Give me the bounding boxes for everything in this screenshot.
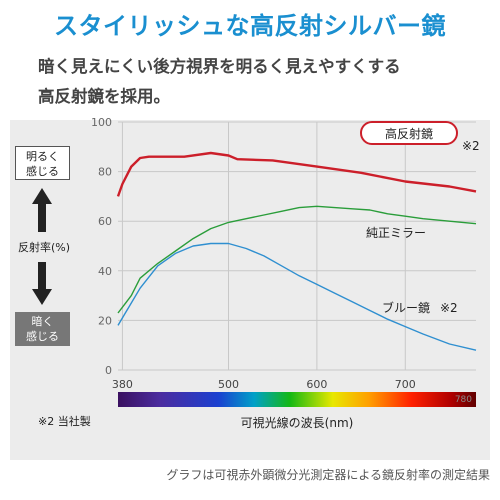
dark-label-line2: 感じる [26,330,59,343]
spectrum-bar [118,392,476,407]
y-tick-label-0: 0 [105,364,112,377]
dark-label-box: 暗く 感じる [15,312,70,346]
series-line-high-reflect [116,151,477,197]
arrow-down-icon [32,262,52,305]
bright-label-box: 明るく 感じる [15,146,70,180]
y-tick-label-20: 20 [98,314,112,327]
x-tick-label-500: 500 [218,378,239,391]
description-line-1: 暗く見えにくい後方視界を明るく見えやすくする [38,57,401,76]
x-axis-label: 可視光線の波長(nm) [241,415,354,430]
description-line-2: 高反射鏡を採用。 [38,87,170,106]
bright-label-line1: 明るく [26,150,59,163]
legend-high-reflect: 高反射鏡 [360,121,458,145]
y-tick-label-80: 80 [98,166,112,179]
series-note-high-reflect: ※2 [462,139,480,153]
series-line-genuine-mirror [117,205,477,314]
footer-note: グラフは可視赤外顕微分光測定器による鏡反射率の測定結果 [166,468,490,482]
arrow-up-icon [32,188,52,232]
series-line-blue-mirror [117,242,477,351]
page-title: スタイリッシュな高反射シルバー鏡 [54,12,446,40]
series-note-blue-mirror: ※2 [440,301,458,315]
company-note: ※2 当社製 [38,415,91,428]
series-label-high-reflect: 高反射鏡 [385,126,433,141]
x-tick-label-600: 600 [306,378,327,391]
x-tick-label-780: 780 [455,395,472,405]
y-tick-label-100: 100 [91,116,112,129]
reflectance-axis-label: 反射率(%) [17,241,71,254]
bright-label-line2: 感じる [26,165,59,178]
y-tick-label-40: 40 [98,265,112,278]
x-tick-label-700: 700 [395,378,416,391]
y-tick-label-60: 60 [98,215,112,228]
series-label-blue-mirror: ブルー鏡 [382,300,430,315]
series-label-genuine-mirror: 純正ミラー [366,226,426,240]
dark-label-line1: 暗く [31,315,54,328]
x-tick-label-380: 380 [112,378,133,391]
